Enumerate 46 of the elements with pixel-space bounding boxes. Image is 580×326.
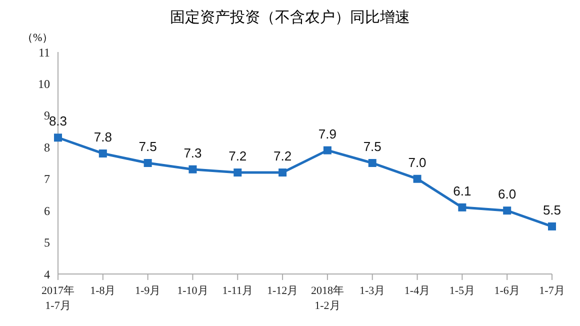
chart-title: 固定资产投资（不含农户）同比增速 [169, 8, 411, 28]
data-label: 5.5 [542, 202, 562, 218]
y-tick-label: 5 [44, 236, 50, 250]
y-tick-label: 9 [44, 108, 50, 123]
x-tick-label: 2018年 1-2月 [310, 285, 344, 312]
y-axis-title: （%） [22, 31, 54, 44]
y-tick-label: 8 [44, 140, 50, 154]
point [278, 168, 287, 177]
point [548, 222, 556, 230]
data-label: 7.2 [274, 148, 292, 164]
point [413, 174, 422, 183]
point [503, 206, 512, 215]
x-tick-label: 1-3月 [360, 285, 386, 297]
data-label: 6.0 [498, 186, 516, 202]
x-tick-label: 1-6月 [494, 285, 520, 297]
point [368, 159, 376, 167]
x-tick-label: 1-8月 [90, 285, 116, 297]
x-tick-label: 1-7月 [539, 285, 565, 297]
x-tick-label: 1-9月 [134, 285, 161, 297]
y-tick-label: 7 [44, 172, 50, 186]
data-label: 7.8 [94, 129, 112, 144]
x-tick-label: 1-4月 [404, 285, 430, 297]
data-label: 6.1 [453, 183, 472, 198]
x-tick-label: 1-11月 [222, 285, 254, 297]
point [323, 146, 332, 154]
x-tick-label: 2017年 1-7月 [42, 285, 74, 312]
point [98, 149, 107, 158]
y-tick-label: 11 [38, 45, 50, 60]
x-tick-label: 1-10月 [177, 285, 208, 297]
y-tick-label: 10 [38, 76, 50, 91]
point [188, 165, 197, 174]
x-tick-label: 1-5月 [449, 285, 476, 297]
point [234, 168, 242, 177]
point [144, 159, 152, 167]
y-tick-label: 4 [44, 267, 50, 282]
point [458, 203, 466, 212]
data-label: 7.5 [138, 139, 157, 154]
x-tick-label: 1-12月 [266, 285, 298, 297]
data-label: 8.3 [48, 114, 68, 129]
data-label: 7.2 [228, 148, 247, 164]
data-label: 7.9 [318, 126, 336, 142]
point [54, 134, 62, 142]
y-tick-label: 6 [44, 204, 50, 218]
data-label: 7.0 [408, 154, 426, 170]
data-label: 7.5 [363, 139, 382, 154]
data-label: 7.3 [184, 145, 202, 160]
